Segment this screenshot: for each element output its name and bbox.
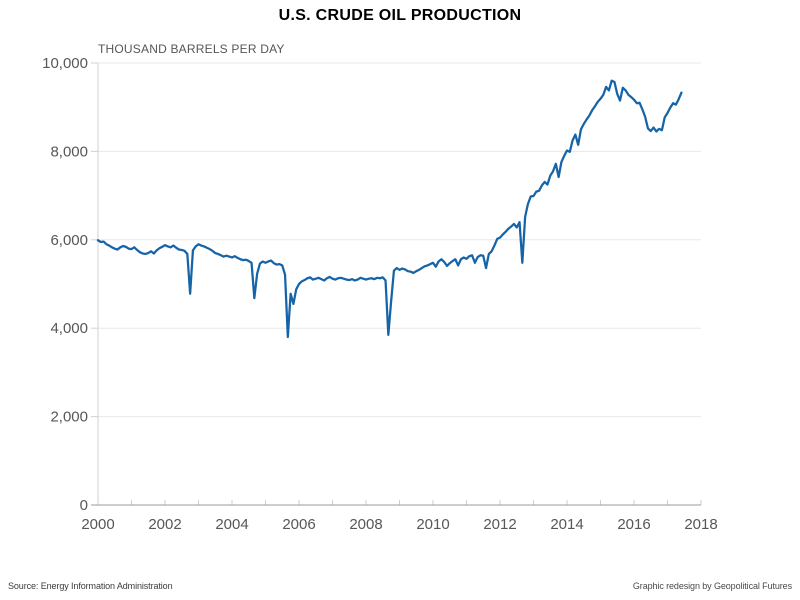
x-tick-label: 2006 — [282, 516, 315, 533]
x-tick-label: 2016 — [617, 516, 650, 533]
x-tick-label: 2014 — [550, 516, 583, 533]
x-tick-label: 2018 — [684, 516, 717, 533]
production-line — [96, 79, 683, 339]
y-tick-label: 10,000 — [42, 55, 88, 72]
credit-attribution: Graphic redesign by Geopolitical Futures — [632, 581, 792, 591]
x-tick-label: 2004 — [215, 516, 248, 533]
source-attribution: Source: Energy Information Administratio… — [8, 581, 173, 591]
x-tick-label: 2000 — [81, 516, 114, 533]
y-tick-label: 8,000 — [50, 143, 88, 160]
y-axis-unit-label: THOUSAND BARRELS PER DAY — [98, 42, 285, 56]
y-tick-label: 2,000 — [50, 409, 88, 426]
x-tick-label: 2008 — [349, 516, 382, 533]
x-tick-label: 2012 — [483, 516, 516, 533]
y-tick-label: 0 — [80, 497, 88, 514]
x-tick-label: 2002 — [148, 516, 181, 533]
y-tick-label: 6,000 — [50, 232, 88, 249]
x-tick-label: 2010 — [416, 516, 449, 533]
y-tick-label: 4,000 — [50, 320, 88, 337]
chart-title: U.S. CRUDE OIL PRODUCTION — [278, 7, 522, 24]
